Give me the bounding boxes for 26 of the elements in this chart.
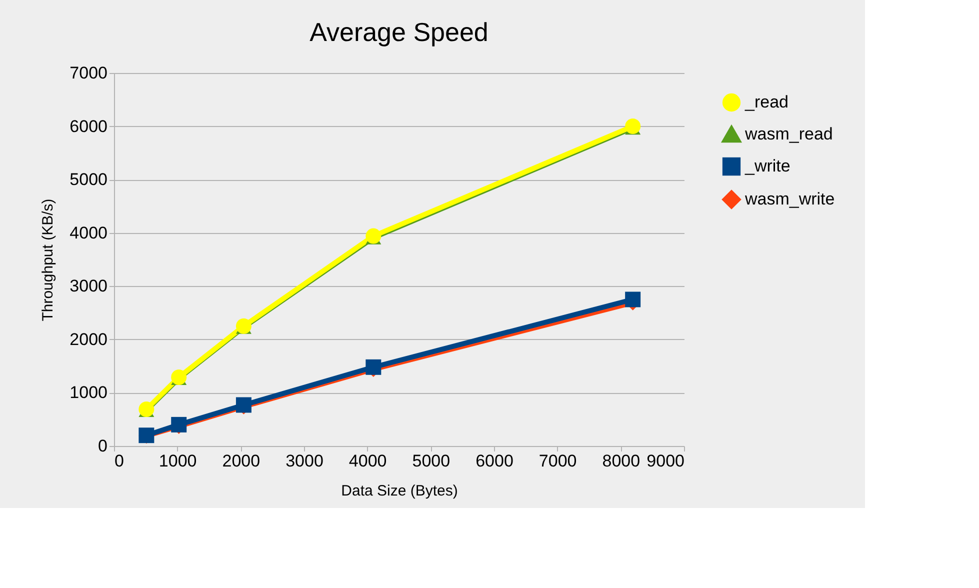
y-tick-label: 7000	[70, 64, 108, 82]
chart-title: Average Speed	[310, 17, 488, 47]
y-tick-label: 5000	[70, 170, 108, 190]
y-axis-title: Throughput (KB/s)	[40, 198, 57, 322]
legend-label: wasm_write	[744, 190, 835, 208]
legend-label: wasm_read	[744, 124, 833, 144]
y-tick-label: 3000	[70, 276, 108, 296]
point	[366, 359, 382, 375]
x-tick-label: 6000	[476, 452, 514, 470]
legend-label: _read	[744, 92, 788, 112]
y-tick-label: 0	[98, 436, 108, 456]
x-tick-label: 4000	[348, 452, 387, 470]
x-tick-label: 7000	[538, 452, 577, 470]
x-tick-label: 9000	[646, 452, 684, 470]
x-tick-label: 8000	[602, 452, 640, 470]
y-tick-label: 4000	[70, 223, 108, 242]
x-tick-label: 5000	[412, 452, 450, 470]
x-tick-label: 0	[114, 452, 124, 470]
y-tick-label: 6000	[70, 116, 108, 136]
legend-label: _write	[744, 156, 790, 176]
x-tick-label: 1000	[158, 452, 197, 470]
y-tick-label: 2000	[70, 330, 108, 349]
x-axis-title: Data Size (Bytes)	[341, 482, 458, 500]
x-tick-label: 3000	[286, 452, 324, 470]
x-tick-label: 2000	[222, 452, 260, 470]
y-tick-label: 1000	[70, 383, 108, 402]
